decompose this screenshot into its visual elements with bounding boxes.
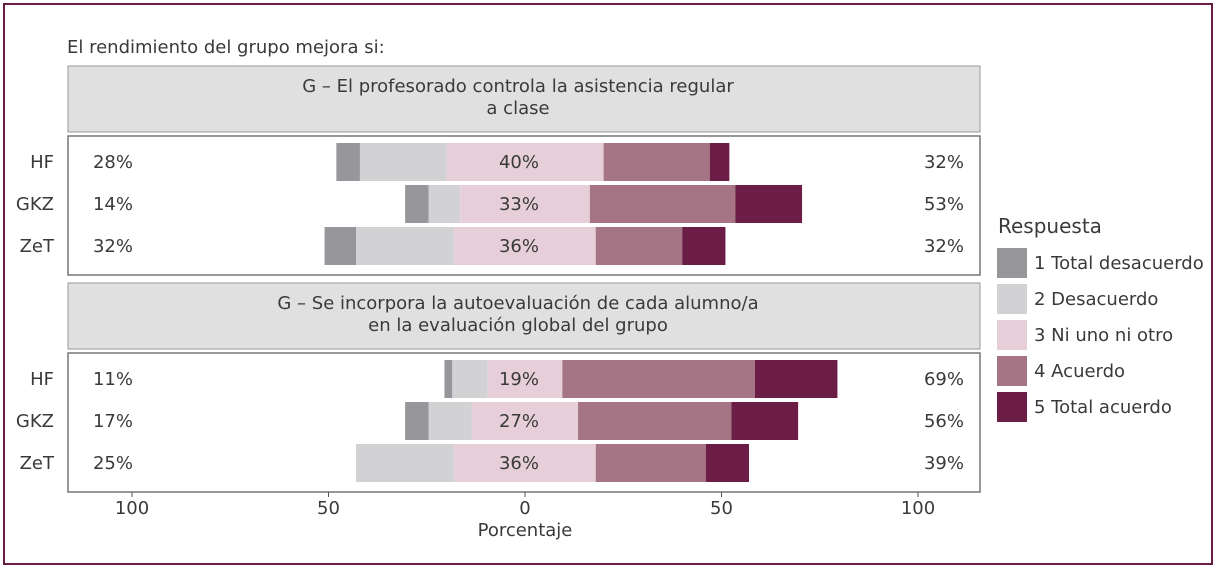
right-percent-label: 53% <box>924 194 964 215</box>
x-tick-label: 100 <box>901 498 935 519</box>
right-percent-label: 39% <box>924 453 964 474</box>
bar-segment-seg-ni-uno-ni-otro <box>487 360 563 398</box>
bar-segment-seg-total-desacuerdo <box>405 185 429 223</box>
x-axis-label: Porcentaje <box>478 520 573 541</box>
legend-item-label: 4 Acuerdo <box>1034 361 1125 382</box>
left-percent-label: 17% <box>93 411 133 432</box>
bar-segment-seg-total-desacuerdo <box>336 143 360 181</box>
x-tick-label: 0 <box>519 498 530 519</box>
row-group-label: ZeT <box>20 236 55 257</box>
panel-1-title-line1: G – El profesorado controla la asistenci… <box>302 76 734 97</box>
row-group-label: GKZ <box>16 411 54 432</box>
chart-title: El rendimiento del grupo mejora si: <box>67 37 385 58</box>
bar-segment-seg-ni-uno-ni-otro <box>471 402 579 440</box>
bar-segment-seg-acuerdo <box>595 227 683 265</box>
bar-segment-seg-desacuerdo <box>356 444 455 482</box>
mid-percent-label: 19% <box>499 369 539 390</box>
legend-item-label: 2 Desacuerdo <box>1034 289 1158 310</box>
bar-segment-seg-total-desacuerdo <box>444 360 453 398</box>
bar-segment-seg-desacuerdo <box>356 227 455 265</box>
left-percent-label: 25% <box>93 453 133 474</box>
bar-segment-seg-acuerdo <box>578 402 732 440</box>
panel-2-bars: HF 11% 19% 69% GKZ 17% 27% 56% ZeT 25% 36% 39% <box>16 354 964 491</box>
bar-segment-seg-acuerdo <box>595 444 706 482</box>
bar-segment-seg-acuerdo <box>603 143 710 181</box>
row-group-label: HF <box>30 369 54 390</box>
right-percent-label: 32% <box>924 236 964 257</box>
mid-percent-label: 27% <box>499 411 539 432</box>
legend-swatch <box>997 320 1027 350</box>
row-group-label: ZeT <box>20 453 55 474</box>
legend-swatch <box>997 356 1027 386</box>
panel-2-title-line1: G – Se incorpora la autoevaluación de ca… <box>277 293 758 314</box>
bar-segment-seg-desacuerdo <box>452 360 488 398</box>
bar-segment-seg-total-acuerdo <box>709 143 730 181</box>
left-percent-label: 11% <box>93 369 133 390</box>
panel-2-title-line2: en la evaluación global del grupo <box>368 315 668 336</box>
right-percent-label: 56% <box>924 411 964 432</box>
left-percent-label: 32% <box>93 236 133 257</box>
x-tick-label: 100 <box>115 498 149 519</box>
mid-percent-label: 36% <box>499 236 539 257</box>
row-group-label: HF <box>30 152 54 173</box>
legend-swatch <box>997 284 1027 314</box>
bar-segment-seg-desacuerdo <box>359 143 447 181</box>
bar-segment-seg-ni-uno-ni-otro <box>446 143 604 181</box>
left-percent-label: 14% <box>93 194 133 215</box>
bar-segment-seg-total-acuerdo <box>682 227 726 265</box>
bar-segment-seg-desacuerdo <box>428 185 461 223</box>
bar-segment-seg-ni-uno-ni-otro <box>454 227 596 265</box>
panel-1-strip <box>67 65 981 133</box>
legend-swatch <box>997 248 1027 278</box>
legend-item-label: 3 Ni uno ni otro <box>1034 325 1173 346</box>
bar-segment-seg-total-acuerdo <box>705 444 750 482</box>
x-axis: 100 50 0 50 100 <box>115 492 935 519</box>
bar-segment-seg-total-acuerdo <box>754 360 838 398</box>
bar-segment-seg-total-desacuerdo <box>405 402 429 440</box>
legend-item-label: 1 Total desacuerdo <box>1034 253 1204 274</box>
bar-segment-seg-total-acuerdo <box>731 402 799 440</box>
mid-percent-label: 36% <box>499 453 539 474</box>
legend-item-label: 5 Total acuerdo <box>1034 397 1172 418</box>
row-group-label: GKZ <box>16 194 54 215</box>
left-percent-label: 28% <box>93 152 133 173</box>
legend-swatch <box>997 392 1027 422</box>
x-tick-label: 50 <box>317 498 340 519</box>
panel-1-title-line2: a clase <box>486 98 549 119</box>
bar-segment-seg-total-desacuerdo <box>324 227 357 265</box>
mid-percent-label: 33% <box>499 194 539 215</box>
bar-segment-seg-acuerdo <box>589 185 736 223</box>
bar-segment-seg-ni-uno-ni-otro <box>454 444 596 482</box>
panel-2-strip <box>67 282 981 350</box>
mid-percent-label: 40% <box>499 152 539 173</box>
x-tick-label: 50 <box>710 498 733 519</box>
legend-title: Respuesta <box>998 214 1102 238</box>
legend: 1 Total desacuerdo 2 Desacuerdo 3 Ni uno n… <box>997 248 1204 422</box>
right-percent-label: 32% <box>924 152 964 173</box>
right-percent-label: 69% <box>924 369 964 390</box>
bar-segment-seg-acuerdo <box>562 360 755 398</box>
panel-1-bars: HF 28% 40% 32% GKZ 14% 33% 53% ZeT 32% 36% 32% <box>16 137 964 274</box>
bar-segment-seg-total-acuerdo <box>735 185 803 223</box>
bar-segment-seg-desacuerdo <box>428 402 472 440</box>
bar-segment-seg-ni-uno-ni-otro <box>460 185 590 223</box>
